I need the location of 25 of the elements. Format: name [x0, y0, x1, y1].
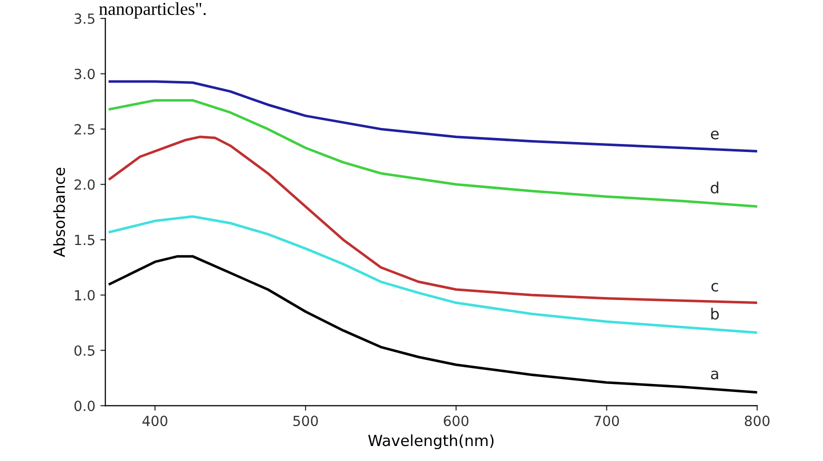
- x-axis-title: Wavelength(nm): [368, 434, 494, 450]
- y-tick-label: 2.0: [74, 179, 95, 190]
- y-tick-label: 3.0: [74, 68, 95, 80]
- series-label: c: [711, 282, 718, 292]
- y-tick-label: 0.5: [74, 345, 94, 356]
- x-tick-label: 400: [142, 416, 168, 426]
- y-tick-label: 2.5: [74, 124, 94, 135]
- x-tick-label: 700: [594, 416, 619, 426]
- series-label: b: [711, 308, 719, 320]
- series-label: a: [711, 370, 718, 380]
- line-series: [108, 80, 758, 152]
- x-tick-label: 500: [293, 416, 318, 426]
- line-series: [108, 99, 758, 208]
- y-tick-label: 1.5: [75, 234, 94, 246]
- series-label: d: [710, 182, 718, 194]
- y-tick-label: 1.0: [75, 290, 95, 301]
- x-tick-label: 800: [744, 416, 770, 426]
- annotation: nanoparticles".: [99, 2, 206, 19]
- line-series: [108, 215, 758, 334]
- y-tick-label: 0.0: [74, 400, 95, 412]
- y-axis-title: Absorbance: [53, 168, 66, 258]
- x-tick-label: 600: [444, 416, 468, 426]
- y-tick-label: 3.5: [74, 13, 94, 24]
- line-series: [108, 255, 758, 394]
- series-label: e: [710, 130, 719, 140]
